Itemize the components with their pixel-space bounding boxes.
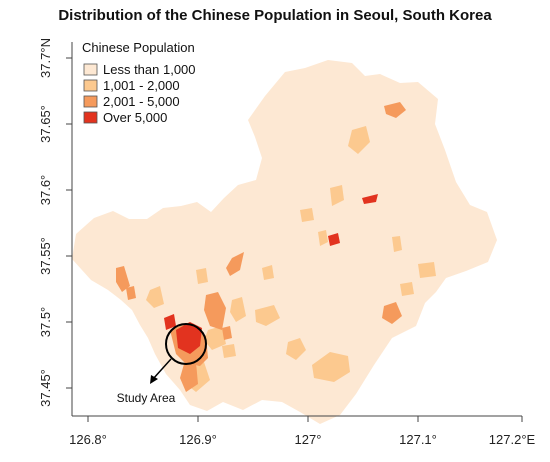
district [262, 265, 274, 280]
districts-low [146, 126, 436, 392]
y-tick-label: 37.65° [38, 105, 53, 143]
district [382, 302, 402, 324]
legend-swatch [83, 111, 98, 124]
legend-swatch [83, 63, 98, 76]
legend-swatch [83, 95, 98, 108]
study-area-arrow [150, 358, 172, 384]
district [330, 185, 344, 206]
district [126, 286, 136, 300]
x-tick-label: 126.8° [69, 432, 107, 447]
district [392, 236, 402, 252]
y-tick-label: 37.5° [38, 307, 53, 338]
district [116, 266, 130, 292]
district [400, 282, 414, 296]
legend: Chinese Population Less than 1,000 1,001… [82, 40, 196, 125]
x-tick-label: 126.9° [179, 432, 217, 447]
y-tick-label: 37.6° [38, 175, 53, 206]
y-tick-label: 37.55° [38, 237, 53, 275]
map-title: Distribution of the Chinese Population i… [58, 7, 492, 24]
district [300, 208, 314, 222]
district [204, 326, 226, 350]
district [230, 297, 246, 322]
y-tick-label: 37.7°N [38, 38, 53, 78]
district [146, 286, 164, 308]
district [418, 262, 436, 278]
x-tick-label: 127.2°E [489, 432, 536, 447]
district [318, 230, 328, 246]
legend-label: Less than 1,000 [103, 62, 196, 77]
district [196, 268, 208, 284]
y-tick-label: 37.45° [38, 369, 53, 407]
legend-swatch [83, 79, 98, 92]
district [222, 344, 236, 358]
district [176, 322, 202, 354]
legend-label: 2,001 - 5,000 [103, 94, 180, 109]
district [255, 305, 280, 326]
x-tick-label: 127.1° [399, 432, 437, 447]
district [362, 194, 378, 204]
legend-label: Over 5,000 [103, 110, 167, 125]
district [286, 338, 306, 360]
legend-label: 1,001 - 2,000 [103, 78, 180, 93]
district [328, 233, 340, 246]
district [180, 362, 198, 392]
x-tick-label: 127° [295, 432, 322, 447]
district [226, 252, 244, 276]
district [164, 314, 176, 330]
study-area-circle [165, 323, 207, 365]
legend-title: Chinese Population [82, 40, 195, 55]
districts-high [164, 194, 378, 354]
district [384, 102, 406, 118]
district [222, 326, 232, 340]
district [204, 292, 226, 330]
axes [66, 42, 523, 422]
study-area-label: Study Area [117, 391, 176, 405]
district [312, 352, 350, 382]
district [348, 126, 370, 154]
